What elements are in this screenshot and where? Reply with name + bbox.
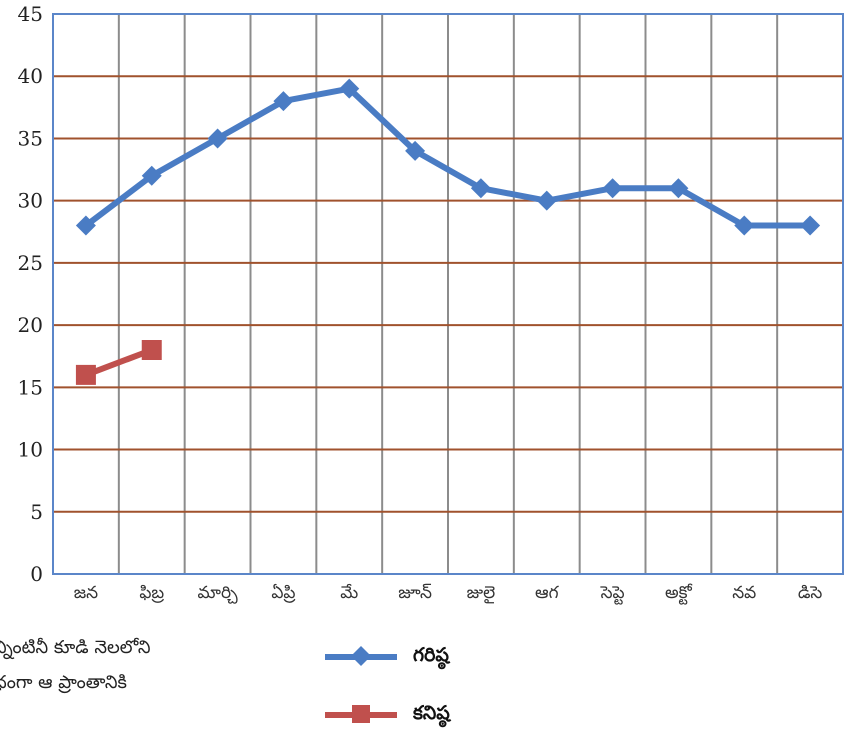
x-tick-label: డిసె — [798, 583, 823, 603]
x-axis: జన ఫిబ్ర మార్చి ఏప్రి మే జూన్ జులై ఆగ సెప్టె అక్ట… — [74, 583, 823, 605]
data-point — [602, 178, 623, 199]
legend-item-max: గరిష్ఠ — [325, 628, 450, 686]
x-tick-label: మార్చి — [198, 583, 238, 604]
body-text: న్నింటినీ కూడి నెలలోని ధంగా ఆ ప్రాంతానిక… — [0, 630, 274, 700]
body-text-line-2: ధంగా ఆ ప్రాంతానికి — [0, 672, 127, 693]
data-point — [273, 91, 294, 112]
y-tick-label: 15 — [18, 375, 43, 399]
data-point — [75, 364, 96, 385]
data-point — [800, 215, 821, 236]
data-point — [339, 78, 360, 99]
plot-area-border — [52, 13, 844, 575]
series-line-0 — [84, 85, 811, 229]
x-tick-label: సెప్టె — [600, 583, 625, 605]
chart-grid — [52, 13, 844, 575]
data-point — [75, 215, 96, 236]
x-tick-label: మే — [340, 583, 358, 603]
x-tick-label: జులై — [467, 583, 496, 604]
x-tick-label: అక్టో — [665, 583, 694, 605]
x-tick-label: జన — [74, 583, 98, 603]
y-tick-label: 0 — [30, 562, 43, 586]
y-tick-label: 25 — [18, 251, 43, 275]
legend-label-min: కనిష్ఠ — [413, 701, 450, 724]
body-text-line-1: న్నింటినీ కూడి నెలలోని — [0, 637, 151, 658]
data-point — [207, 128, 228, 149]
legend-line-max — [325, 646, 397, 666]
y-tick-label: 40 — [18, 64, 43, 88]
y-tick-label: 30 — [18, 189, 43, 213]
series-lines — [84, 85, 811, 378]
data-point — [141, 340, 162, 360]
y-tick-label: 45 — [18, 2, 43, 26]
y-tick-label: 20 — [18, 313, 43, 337]
series-markers — [75, 78, 821, 385]
y-tick-label: 5 — [30, 500, 43, 524]
x-tick-label: ఆగ — [535, 583, 560, 603]
legend-label-max: గరిష్ఠ — [413, 643, 449, 666]
x-tick-label: నవ — [732, 583, 756, 603]
data-point — [734, 215, 755, 236]
square-marker-icon — [352, 705, 370, 723]
y-tick-label: 35 — [18, 126, 43, 150]
x-tick-label: జూన్ — [398, 583, 432, 603]
chart-legend: గరిష్ఠ కనిష్ఠ — [325, 628, 450, 744]
diamond-marker-icon — [351, 646, 371, 666]
x-tick-label: ఫిబ్ర — [139, 583, 164, 603]
x-tick-label: ఏప్రి — [271, 583, 295, 603]
legend-line-min — [325, 705, 397, 723]
data-point — [536, 190, 557, 211]
y-axis: 0 5 10 15 20 25 30 35 40 45 — [18, 2, 43, 586]
data-point — [405, 140, 426, 161]
y-tick-label: 10 — [18, 438, 43, 462]
series-line-1 — [84, 347, 153, 378]
data-point — [141, 165, 162, 186]
data-point — [668, 178, 689, 199]
data-point — [470, 178, 491, 199]
legend-item-min: కనిష్ఠ — [325, 686, 450, 744]
